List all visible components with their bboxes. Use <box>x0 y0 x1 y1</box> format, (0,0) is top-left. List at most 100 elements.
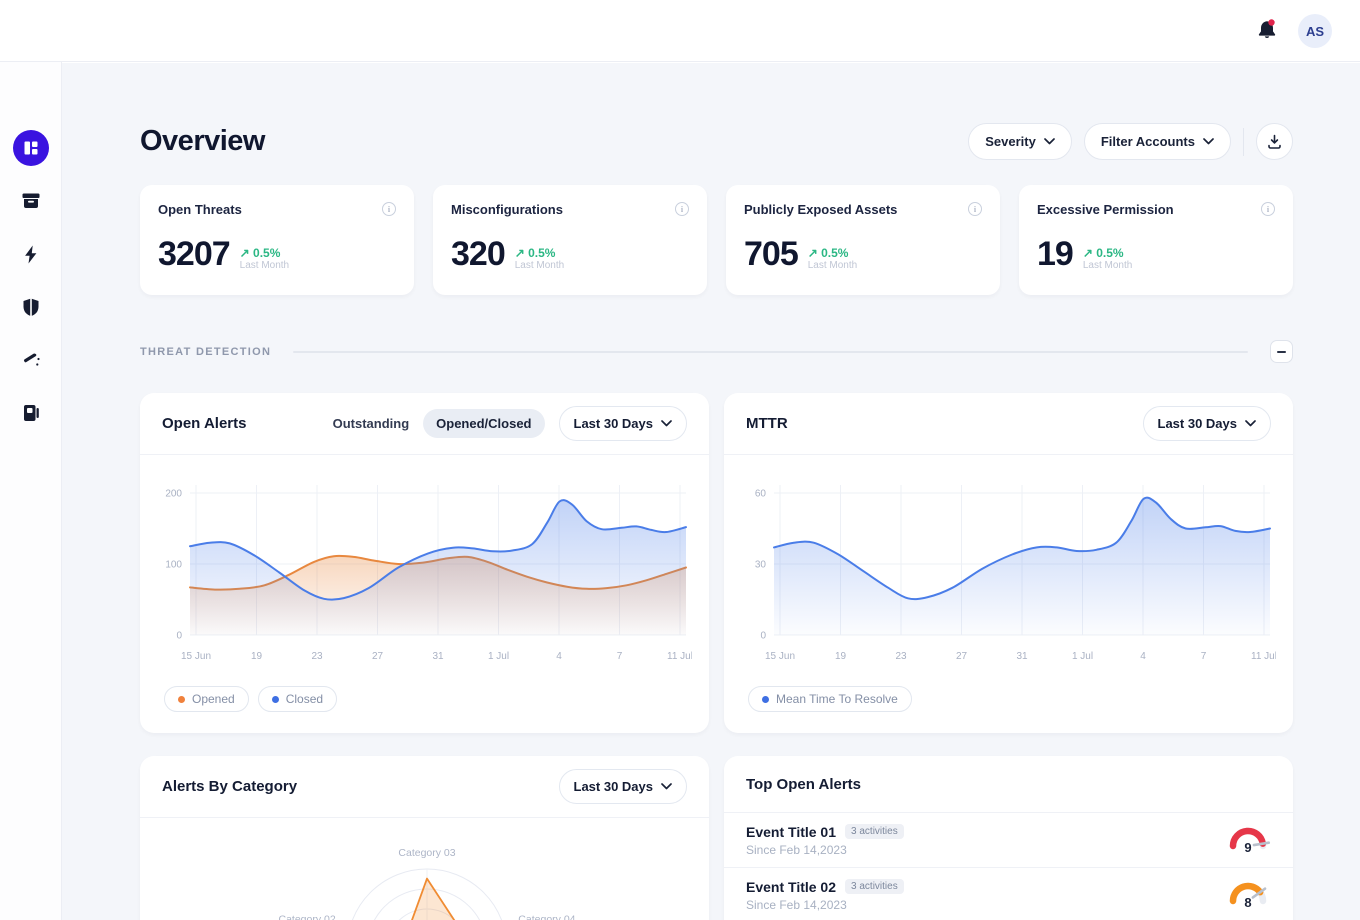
top-open-alerts-title: Top Open Alerts <box>746 775 862 793</box>
shield-icon <box>23 298 38 316</box>
svg-text:15 Jun: 15 Jun <box>181 651 211 662</box>
activities-badge: 3 activities <box>845 824 904 839</box>
legend-closed[interactable]: Closed <box>257 686 338 712</box>
mttr-card: MTTR Last 30 Days 0 30 60 15 Jun 19 23 27 31 1 J… <box>724 393 1293 733</box>
radar-chart: Category 03 Category 04 Category 02 <box>140 818 709 920</box>
severity-gauge: 8 <box>1225 872 1271 919</box>
stat-card-publicly-exposed-assets: Publicly Exposed Assets i 705 ↗ 0.5% Las… <box>726 185 1000 295</box>
dashboard-icon <box>24 141 37 155</box>
closed-dot-icon <box>271 695 279 703</box>
alerts-by-category-period-dropdown[interactable]: Last 30 Days <box>558 769 687 804</box>
svg-text:30: 30 <box>755 560 767 571</box>
top-open-alerts-card: Top Open Alerts Event Title 01 3 activit… <box>724 756 1293 920</box>
svg-text:Category 02: Category 02 <box>278 913 335 920</box>
stat-delta-caption: Last Month <box>1082 260 1133 271</box>
activities-badge: 3 activities <box>845 879 904 894</box>
sidebar-item-archive[interactable] <box>20 190 41 211</box>
svg-text:23: 23 <box>311 651 323 662</box>
severity-gauge: 9 <box>1225 817 1271 864</box>
info-icon[interactable]: i <box>382 202 396 216</box>
download-button[interactable] <box>1256 123 1293 160</box>
stat-delta-caption: Last Month <box>514 260 565 271</box>
chevron-down-icon <box>661 783 672 790</box>
svg-text:1 Jul: 1 Jul <box>1072 651 1093 662</box>
magic-wand-icon <box>23 353 40 366</box>
svg-text:7: 7 <box>1201 651 1207 662</box>
alerts-by-category-title: Alerts By Category <box>162 778 298 795</box>
filter-accounts-dropdown[interactable]: Filter Accounts <box>1083 123 1231 160</box>
event-since: Since Feb 14,2023 <box>746 842 847 857</box>
svg-text:9: 9 <box>1244 840 1251 855</box>
avatar[interactable]: AS <box>1298 14 1332 48</box>
svg-text:8: 8 <box>1244 895 1251 910</box>
event-title: Event Title 02 <box>746 878 837 895</box>
svg-text:27: 27 <box>956 651 968 662</box>
legend-opened[interactable]: Opened <box>164 686 249 712</box>
sidebar-item-security[interactable] <box>21 297 41 318</box>
period-label: Last 30 Days <box>573 779 654 794</box>
event-title: Event Title 01 <box>746 823 837 840</box>
stat-delta-caption: Last Month <box>807 260 858 271</box>
lightning-bolt-icon <box>24 245 36 264</box>
download-icon <box>1268 134 1281 149</box>
journal-icon <box>23 405 39 421</box>
stat-label: Open Threats <box>158 202 242 217</box>
stat-delta-caption: Last Month <box>239 260 290 271</box>
svg-text:7: 7 <box>617 651 623 662</box>
mttr-chart: 0 30 60 15 Jun 19 23 27 31 1 Jul 4 7 11 Jul Mean Ti… <box>724 455 1293 712</box>
mttr-title: MTTR <box>746 415 788 432</box>
sidebar-item-automation[interactable] <box>20 350 41 371</box>
stat-delta: ↗ 0.5% <box>239 245 281 260</box>
divider <box>1243 127 1244 156</box>
section-label: THREAT DETECTION <box>140 345 272 358</box>
stat-label: Publicly Exposed Assets <box>744 202 898 217</box>
notifications-button[interactable] <box>1254 18 1280 44</box>
tab-outstanding[interactable]: Outstanding <box>332 416 410 431</box>
stat-label: Misconfigurations <box>451 202 563 217</box>
tab-opened-closed[interactable]: Opened/Closed <box>423 409 545 438</box>
sidebar-item-activity[interactable] <box>21 244 40 265</box>
svg-text:15 Jun: 15 Jun <box>765 651 795 662</box>
stat-delta: ↗ 0.5% <box>807 245 849 260</box>
svg-text:4: 4 <box>1140 651 1146 662</box>
stat-value: 320 <box>451 235 506 273</box>
threat-detection-section: THREAT DETECTION <box>140 340 1293 363</box>
event-since: Since Feb 14,2023 <box>746 897 847 912</box>
stat-value: 3207 <box>158 235 231 273</box>
open-alerts-title: Open Alerts <box>162 415 247 432</box>
svg-text:1 Jul: 1 Jul <box>488 651 509 662</box>
svg-text:100: 100 <box>165 560 182 571</box>
filter-accounts-label: Filter Accounts <box>1100 134 1195 149</box>
opened-dot-icon <box>178 695 185 703</box>
stat-delta: ↗ 0.5% <box>514 245 556 260</box>
alert-row-1[interactable]: Event Title 01 3 activities Since Feb 14… <box>724 813 1293 868</box>
open-alerts-period-dropdown[interactable]: Last 30 Days <box>558 406 687 441</box>
legend-label: Closed <box>285 692 324 706</box>
severity-dropdown-label: Severity <box>985 134 1036 149</box>
svg-text:11 Jul: 11 Jul <box>667 651 692 662</box>
sidebar <box>0 0 62 920</box>
svg-text:27: 27 <box>372 651 384 662</box>
info-icon[interactable]: i <box>968 202 982 216</box>
info-icon[interactable]: i <box>675 202 689 216</box>
svg-text:60: 60 <box>755 489 767 500</box>
svg-text:19: 19 <box>251 651 263 662</box>
svg-text:Category 03: Category 03 <box>398 847 455 859</box>
severity-dropdown[interactable]: Severity <box>968 123 1072 160</box>
collapse-section-button[interactable] <box>1270 340 1293 363</box>
stat-delta: ↗ 0.5% <box>1082 245 1124 260</box>
bell-icon <box>1258 19 1276 39</box>
svg-text:0: 0 <box>760 631 766 642</box>
svg-text:11 Jul: 11 Jul <box>1251 651 1276 662</box>
mttr-dot-icon <box>762 695 769 703</box>
open-alerts-card: Open Alerts Outstanding Opened/Closed La… <box>140 393 709 733</box>
mttr-period-dropdown[interactable]: Last 30 Days <box>1142 406 1271 441</box>
info-icon[interactable]: i <box>1261 202 1275 216</box>
alert-row-2[interactable]: Event Title 02 3 activities Since Feb 14… <box>724 868 1293 920</box>
svg-text:200: 200 <box>165 489 182 500</box>
sidebar-item-dashboard[interactable] <box>12 130 49 166</box>
sidebar-item-reports[interactable] <box>21 403 41 423</box>
legend-mean-time-to-resolve[interactable]: Mean Time To Resolve <box>748 686 912 712</box>
chevron-down-icon <box>1043 138 1055 145</box>
open-alerts-chart: 0 100 200 15 Jun 19 23 27 31 1 Jul 4 7 11 Jul Opene… <box>140 455 709 712</box>
